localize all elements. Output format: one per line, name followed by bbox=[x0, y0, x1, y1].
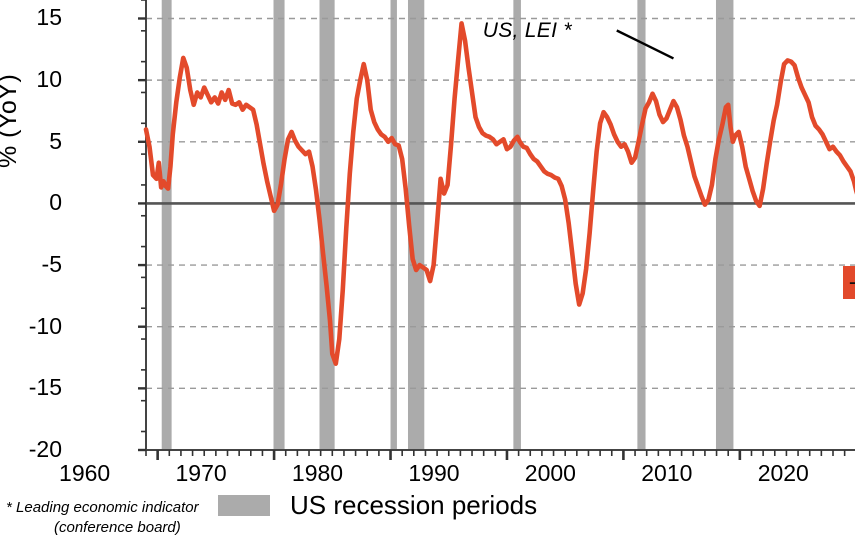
recession-band bbox=[715, 0, 734, 450]
footnote-line-1: * Leading economic indicator bbox=[6, 499, 199, 516]
footnote: * Leading economic indicator (conference… bbox=[6, 498, 199, 538]
footnote-line-2: (conference board) bbox=[54, 519, 181, 536]
recession-band bbox=[513, 0, 521, 450]
x-tick-label: 2020 bbox=[757, 460, 809, 486]
annotation-leader-line bbox=[616, 29, 675, 60]
y-tick-label: 10 bbox=[36, 66, 62, 93]
y-tick-label: -5 bbox=[41, 251, 62, 278]
x-tick-label: 1990 bbox=[408, 460, 460, 486]
y-tick-label: 15 bbox=[36, 4, 62, 31]
legend: US recession periods bbox=[218, 492, 537, 518]
x-tick-label: 2010 bbox=[641, 460, 693, 486]
x-tick-label: 1970 bbox=[175, 460, 227, 486]
recession-band bbox=[407, 0, 425, 450]
x-tick-label: 1960 bbox=[59, 460, 111, 486]
recession-legend-label: US recession periods bbox=[290, 490, 538, 520]
series-line bbox=[143, 21, 855, 367]
y-tick-label: -20 bbox=[28, 436, 62, 462]
x-tick-label: 2000 bbox=[524, 460, 576, 486]
series-annotation-label: US, LEI * bbox=[482, 18, 572, 42]
y-tick-label: 0 bbox=[49, 189, 62, 216]
recession-band bbox=[161, 0, 172, 450]
y-tick-label: 5 bbox=[49, 127, 62, 154]
recession-band bbox=[273, 0, 285, 450]
last-value-badge: -6.3 bbox=[842, 266, 855, 300]
chart-svg bbox=[138, 0, 855, 460]
x-tick-label: 1980 bbox=[291, 460, 344, 486]
y-tick-label: -10 bbox=[28, 312, 62, 339]
plot-area bbox=[73, 0, 855, 460]
recession-band bbox=[637, 0, 646, 450]
recession-legend-swatch bbox=[218, 494, 270, 516]
y-tick-label: -15 bbox=[28, 374, 62, 401]
recession-band bbox=[390, 0, 397, 450]
